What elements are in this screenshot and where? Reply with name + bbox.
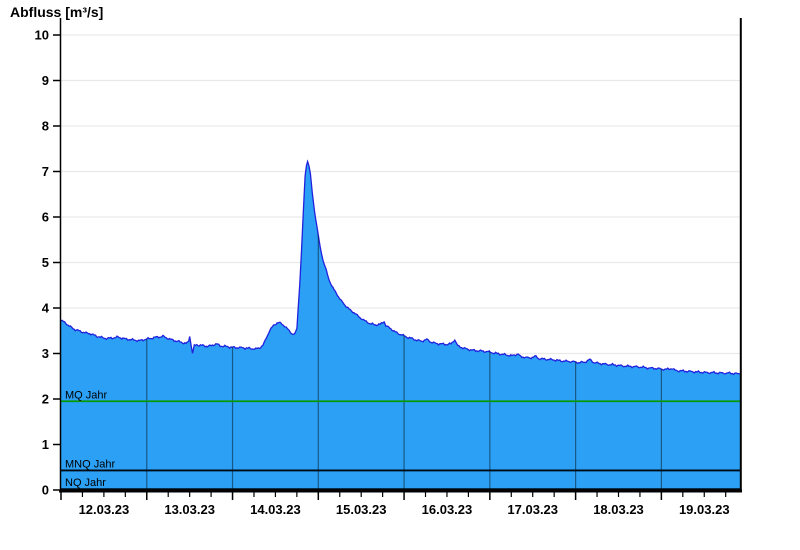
chart-title: Abfluss [m³/s]: [10, 4, 103, 20]
area-outline: [60, 159, 741, 376]
area-fill: [61, 161, 740, 490]
x-tick-label-12.03.23: 12.03.23: [79, 502, 130, 517]
y-tick-label-6: 6: [42, 210, 49, 225]
reference-lines: [61, 400, 740, 490]
x-tick-label-13.03.23: 13.03.23: [164, 502, 215, 517]
y-tick-label-0: 0: [42, 483, 49, 498]
y-tick-label-9: 9: [42, 73, 49, 88]
discharge-area-series: [60, 159, 741, 490]
x-tick-label-16.03.23: 16.03.23: [422, 502, 473, 517]
y-tick-label-1: 1: [42, 437, 49, 452]
y-tick-label-10: 10: [35, 28, 49, 43]
y-tick-label-5: 5: [42, 255, 49, 270]
nq-reference-label: NQ Jahr: [65, 477, 106, 489]
reference-line-labels: MQ Jahr MNQ Jahr NQ Jahr: [65, 389, 115, 489]
y-tick-label-7: 7: [42, 164, 49, 179]
y-tick-label-8: 8: [42, 119, 49, 134]
x-tick-label-15.03.23: 15.03.23: [336, 502, 387, 517]
x-tick-label-14.03.23: 14.03.23: [250, 502, 301, 517]
x-tick-label-19.03.23: 19.03.23: [679, 502, 730, 517]
mnq-reference-label: MNQ Jahr: [65, 458, 115, 470]
x-tick-label-18.03.23: 18.03.23: [593, 502, 644, 517]
y-tick-label-3: 3: [42, 346, 49, 361]
mq-reference-label: MQ Jahr: [65, 389, 108, 401]
y-tick-label-2: 2: [42, 392, 49, 407]
x-tick-label-17.03.23: 17.03.23: [507, 502, 558, 517]
y-tick-label-4: 4: [42, 301, 50, 316]
y-tick-labels: 0 1 2 3 4 5 6 7 8 9 10: [35, 28, 50, 498]
x-tick-labels: 12.03.23 13.03.23 14.03.23 15.03.23 16.03.23…: [79, 502, 730, 517]
tick-marks: [53, 34, 727, 500]
axes: [59, 18, 742, 493]
